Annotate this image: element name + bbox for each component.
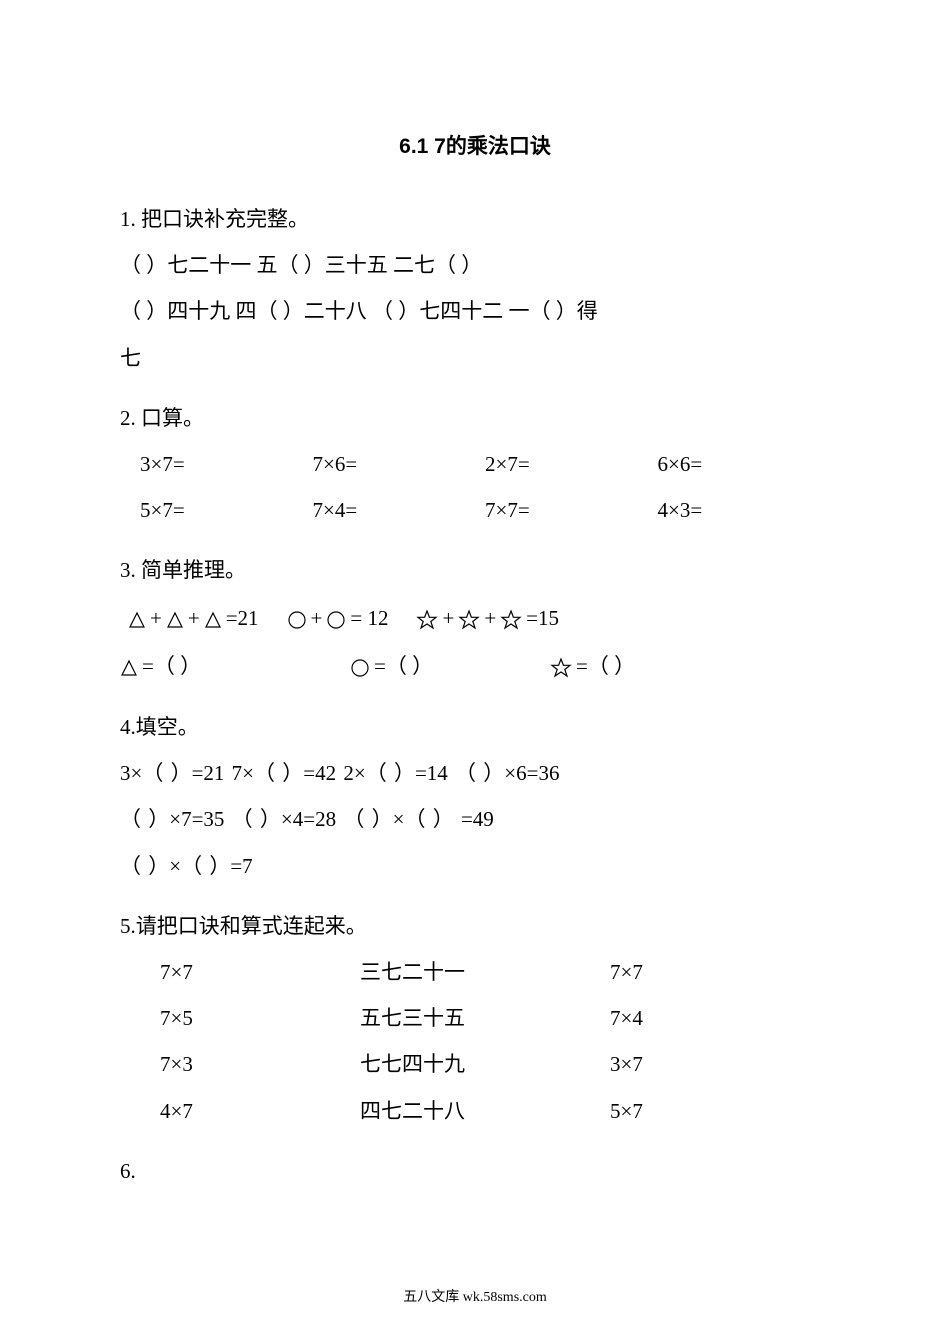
q3-equations: + + =21 + = 12 + + =15	[120, 594, 830, 642]
q1-line1: （ ）七二十一 五（ ）三十五 二七（ ）	[120, 242, 830, 288]
circle-icon	[326, 594, 346, 642]
q3-ans1: =（ ）	[120, 642, 350, 690]
triangle-icon	[128, 594, 146, 642]
q5-row: 4×7 四七二十八 5×7	[120, 1088, 830, 1134]
q5-cell: 7×7	[610, 949, 760, 995]
q4-line2: （ ）×7=35 （ ）×4=28 （ ）×（ ） =49	[120, 796, 830, 842]
q3-answers: =（ ） =（ ） =（ ）	[120, 642, 830, 690]
triangle-icon	[166, 594, 184, 642]
q2-cell: 5×7=	[140, 487, 313, 533]
plus-sign: +	[150, 594, 162, 642]
q3-eq1: + + =21	[128, 594, 259, 642]
q3-eq3: + + =15	[416, 594, 559, 642]
q2-cell: 4×3=	[658, 487, 831, 533]
question-1: 1. 把口诀补充完整。 （ ）七二十一 五（ ）三十五 二七（ ） （ ）四十九…	[120, 196, 830, 381]
q5-cell: 7×5	[160, 995, 360, 1041]
q2-cell: 6×6=	[658, 441, 831, 487]
q2-cell: 2×7=	[485, 441, 658, 487]
q3-ans2: =（ ）	[350, 642, 550, 690]
triangle-icon	[204, 594, 222, 642]
eq1-suffix: =21	[226, 594, 259, 642]
q4-heading: 4.填空。	[120, 704, 830, 750]
star-icon	[416, 594, 438, 642]
q6-heading: 6.	[120, 1148, 830, 1194]
q5-cell: 7×3	[160, 1041, 360, 1087]
question-5: 5.请把口诀和算式连起来。 7×7 三七二十一 7×7 7×5 五七三十五 7×…	[120, 903, 830, 1134]
q5-cell: 三七二十一	[360, 949, 610, 995]
ans-suffix: =（ ）	[374, 642, 433, 690]
q3-ans3: =（ ）	[550, 642, 635, 690]
q5-row: 7×3 七七四十九 3×7	[120, 1041, 830, 1087]
page-title: 6.1 7的乘法口诀	[120, 130, 830, 160]
ans-suffix: =（ ）	[576, 642, 635, 690]
star-icon	[458, 594, 480, 642]
q1-line3: 七	[120, 335, 830, 381]
eq3-suffix: =15	[526, 594, 559, 642]
q2-cell: 7×6=	[313, 441, 486, 487]
question-2: 2. 口算。 3×7= 7×6= 2×7= 6×6= 5×7= 7×4= 7×7…	[120, 395, 830, 534]
q5-cell: 3×7	[610, 1041, 760, 1087]
q2-heading: 2. 口算。	[120, 395, 830, 441]
q4-line3: （ ）×（ ）=7	[120, 843, 830, 889]
ans-suffix: =（ ）	[142, 642, 201, 690]
q5-row: 7×5 五七三十五 7×4	[120, 995, 830, 1041]
question-6: 6.	[120, 1148, 830, 1194]
q5-cell: 五七三十五	[360, 995, 610, 1041]
star-icon	[500, 594, 522, 642]
triangle-icon	[120, 642, 138, 690]
eq2-suffix: = 12	[350, 594, 388, 642]
q5-cell: 4×7	[160, 1088, 360, 1134]
q1-line2: （ ）四十九 四（ ）二十八 （ ）七四十二 一（ ）得	[120, 288, 830, 334]
q2-row: 3×7= 7×6= 2×7= 6×6=	[120, 441, 830, 487]
q5-row: 7×7 三七二十一 7×7	[120, 949, 830, 995]
q1-heading: 1. 把口诀补充完整。	[120, 196, 830, 242]
circle-icon	[350, 642, 370, 690]
q5-cell: 7×7	[160, 949, 360, 995]
q2-row: 5×7= 7×4= 7×7= 4×3=	[120, 487, 830, 533]
q5-cell: 七七四十九	[360, 1041, 610, 1087]
star-icon	[550, 642, 572, 690]
q2-cell: 7×7=	[485, 487, 658, 533]
q2-cell: 7×4=	[313, 487, 486, 533]
question-3: 3. 简单推理。 + + =21 + = 12 + + =15 =（	[120, 547, 830, 690]
page-footer: 五八文库 wk.58sms.com	[0, 1286, 950, 1306]
plus-sign: +	[484, 594, 496, 642]
circle-icon	[287, 594, 307, 642]
question-4: 4.填空。 3×（ ）=21 7×（ ）=42 2×（ ）=14 （ ）×6=3…	[120, 704, 830, 889]
q3-eq2: + = 12	[287, 594, 389, 642]
plus-sign: +	[442, 594, 454, 642]
q3-heading: 3. 简单推理。	[120, 547, 830, 593]
plus-sign: +	[188, 594, 200, 642]
q5-heading: 5.请把口诀和算式连起来。	[120, 903, 830, 949]
q2-cell: 3×7=	[140, 441, 313, 487]
plus-sign: +	[311, 594, 323, 642]
q4-line1: 3×（ ）=21 7×（ ）=42 2×（ ）=14 （ ）×6=36	[120, 750, 830, 796]
q5-cell: 5×7	[610, 1088, 760, 1134]
q5-cell: 四七二十八	[360, 1088, 610, 1134]
q5-cell: 7×4	[610, 995, 760, 1041]
